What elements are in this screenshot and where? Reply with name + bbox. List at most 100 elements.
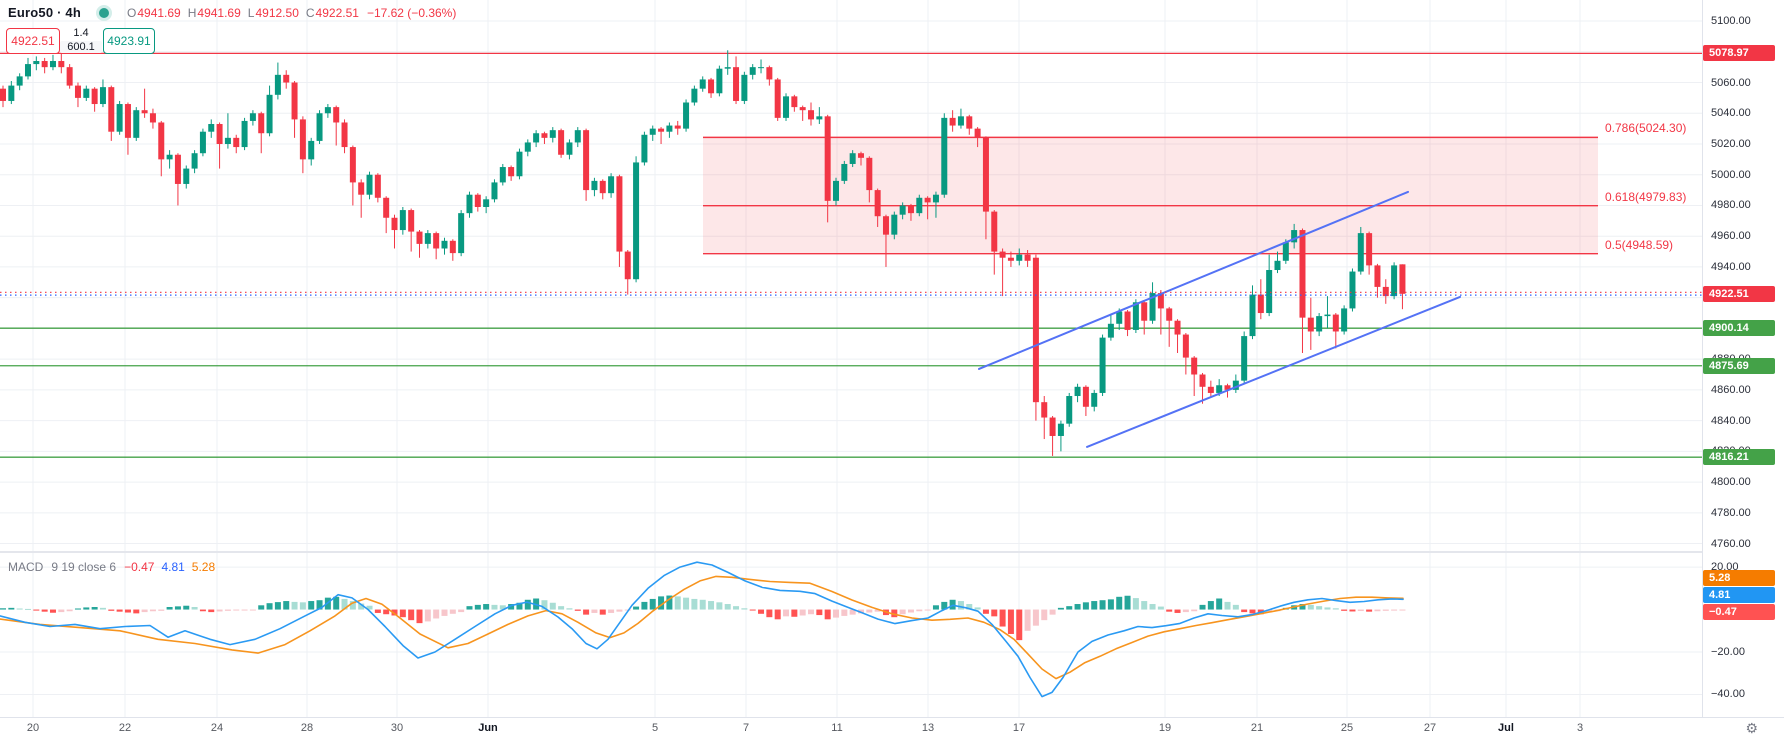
- price-tick: 4940.00: [1711, 260, 1751, 273]
- candle: [1266, 270, 1273, 314]
- candle: [899, 205, 906, 215]
- candle: [1032, 257, 1039, 403]
- pane-separator[interactable]: [0, 551, 1784, 553]
- symbol-title: Euro50 · 4h: [8, 5, 81, 20]
- candle: [1099, 337, 1106, 393]
- candle: [0, 88, 6, 101]
- candle: [316, 113, 323, 141]
- candle: [1349, 271, 1356, 309]
- macd-tick: −20.00: [1711, 646, 1745, 659]
- horizontal-lines[interactable]: [0, 52, 1702, 458]
- candle: [1391, 265, 1398, 297]
- candle: [849, 153, 856, 164]
- candle: [324, 107, 331, 114]
- candle: [1249, 294, 1256, 337]
- settings-gear-icon[interactable]: ⚙: [1745, 720, 1758, 736]
- candle: [566, 142, 573, 155]
- candle: [1299, 230, 1306, 318]
- price-axis-label: 4816.21: [1703, 449, 1775, 466]
- macd-axis-badge: −0.47: [1703, 604, 1775, 620]
- candle: [166, 154, 173, 160]
- candle: [974, 128, 981, 138]
- candle: [791, 96, 798, 108]
- candle: [208, 124, 215, 132]
- candle: [441, 240, 448, 249]
- candle: [49, 61, 56, 68]
- price-gridlines: [0, 0, 1702, 552]
- candle: [1149, 293, 1156, 321]
- candle: [608, 176, 615, 194]
- candle: [1216, 385, 1223, 393]
- candle: [1157, 293, 1164, 309]
- macd-line: [0, 561, 1404, 698]
- macd-chart-canvas[interactable]: [0, 552, 1702, 717]
- parallel-channel[interactable]: [978, 190, 1461, 448]
- macd-values: −0.47 4.81 5.28: [124, 560, 222, 574]
- candle: [41, 61, 48, 68]
- candle: [258, 113, 265, 134]
- candle: [741, 74, 748, 101]
- candle: [833, 180, 839, 201]
- candle: [424, 233, 431, 244]
- macd-pane[interactable]: [0, 552, 1702, 717]
- price-chart-canvas[interactable]: [0, 0, 1702, 552]
- candle: [874, 190, 881, 217]
- price-tick: 4760.00: [1711, 537, 1751, 550]
- candle: [91, 88, 98, 105]
- connection-status-icon: [99, 7, 109, 18]
- candle: [183, 168, 190, 184]
- time-tick: 19: [1158, 722, 1172, 734]
- candle: [74, 85, 81, 98]
- time-tick: Jul: [1498, 722, 1514, 734]
- price-axis-label: 5078.97: [1703, 45, 1775, 62]
- candle: [216, 124, 223, 144]
- price-tick: 5020.00: [1711, 137, 1751, 150]
- candle: [241, 120, 248, 148]
- time-axis[interactable]: ⚙ 20 22 24 28 30 Jun 5 7 11 13 17 19 21 25 27 Jul 3: [0, 717, 1784, 738]
- candle: [824, 116, 831, 201]
- price-axis[interactable]: 5100.00 5060.00 5040.00 5020.00 5000.00 4980.…: [1702, 0, 1784, 717]
- candle: [1257, 294, 1264, 314]
- candle: [491, 182, 498, 200]
- candle: [616, 176, 623, 252]
- candle: [766, 67, 773, 80]
- candle: [941, 117, 948, 195]
- candle: [541, 133, 548, 138]
- candle: [982, 137, 989, 212]
- candle: [1224, 385, 1231, 390]
- candle: [383, 197, 390, 218]
- candle: [558, 130, 565, 155]
- candle: [1041, 402, 1048, 418]
- candle: [1324, 314, 1331, 317]
- candle: [683, 102, 690, 129]
- fib-retracement[interactable]: [703, 136, 1598, 255]
- candle: [882, 216, 889, 235]
- candle: [1307, 317, 1314, 332]
- candle: [1007, 257, 1014, 261]
- candle: [524, 142, 531, 152]
- candle: [733, 67, 740, 101]
- candle: [1282, 242, 1289, 261]
- candles-layer: [0, 50, 1406, 456]
- macd-gridlines: [0, 552, 1702, 717]
- candle: [149, 113, 156, 123]
- candle: [433, 233, 440, 249]
- candle: [1316, 316, 1323, 332]
- position-target-label[interactable]: 4923.91: [103, 28, 155, 54]
- candle: [724, 67, 731, 69]
- position-entry-label[interactable]: 4922.51: [6, 28, 60, 54]
- candle: [924, 197, 931, 203]
- candle: [266, 94, 273, 134]
- candle: [674, 125, 681, 129]
- candle: [999, 251, 1006, 258]
- candle: [891, 214, 898, 235]
- candle: [1074, 386, 1081, 397]
- ohlc-item: C4922.51: [305, 5, 359, 20]
- candle: [66, 67, 73, 86]
- macd-value: −0.47: [124, 560, 155, 574]
- candle: [816, 116, 823, 120]
- candle: [408, 210, 415, 232]
- price-pane[interactable]: [0, 0, 1702, 552]
- candle: [1049, 417, 1056, 436]
- candle: [857, 153, 864, 158]
